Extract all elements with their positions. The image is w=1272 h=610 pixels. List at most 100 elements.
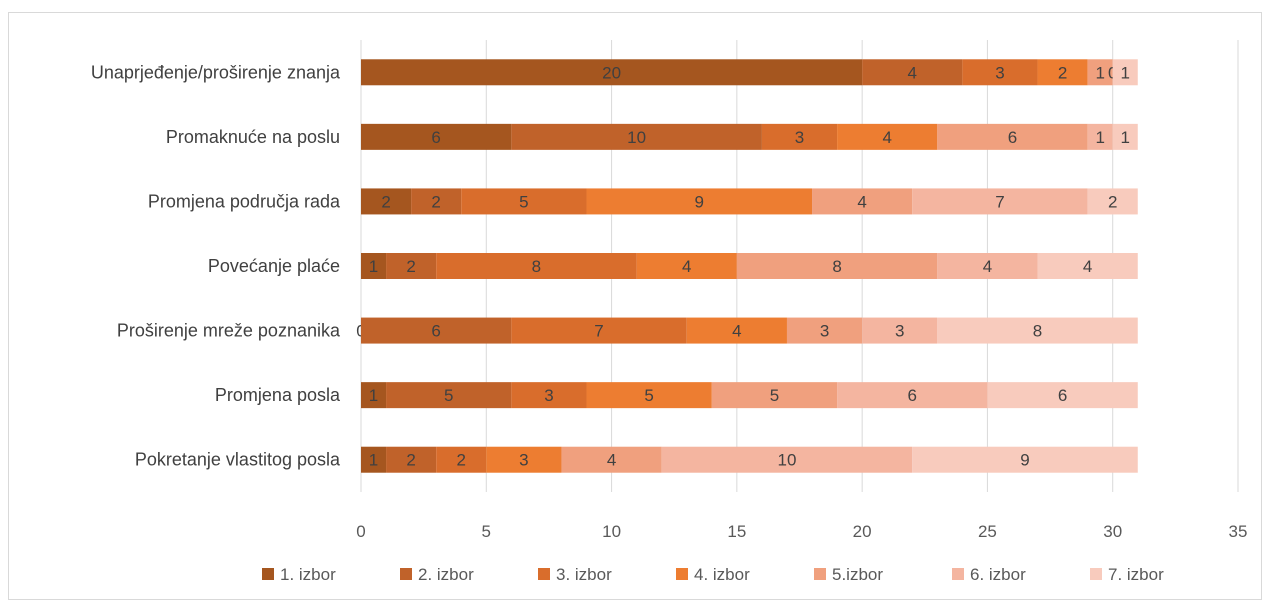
category-label: Promaknuće na poslu (166, 127, 340, 147)
data-label: 5 (519, 192, 528, 211)
legend: 1. izbor 2. izbor 3. izbor 4. izbor 5.izbor 6… (262, 565, 1164, 584)
bar-segment (912, 446, 1138, 473)
bar-segment (511, 382, 587, 409)
data-label: 1 (369, 386, 378, 405)
bar-segment (987, 382, 1138, 409)
bar-segment (436, 253, 637, 279)
data-label: 1 (1095, 128, 1104, 147)
bar-segment (786, 317, 863, 344)
data-label: 20 (602, 63, 621, 82)
x-tick-label: 35 (1229, 522, 1248, 541)
x-tick-label: 15 (727, 522, 746, 541)
data-label: 2 (381, 192, 390, 211)
data-label: 4 (908, 63, 917, 82)
bar-segment (511, 123, 762, 150)
bar-segment (1037, 59, 1088, 86)
bar-segment (361, 59, 863, 86)
bar-segment (361, 253, 387, 279)
bar-segment (461, 188, 587, 215)
legend-swatch (676, 568, 688, 580)
bar-segment (812, 188, 913, 215)
category-label: Promjena područja rada (148, 191, 341, 211)
bar-segment (386, 253, 437, 279)
bar-segment (561, 446, 662, 473)
bar-segment (686, 317, 787, 344)
bar-segment (1087, 59, 1113, 86)
data-label: 2 (431, 192, 440, 211)
bar-segment (661, 446, 913, 473)
data-label: 4 (732, 322, 741, 341)
legend-label: 2. izbor (418, 565, 474, 584)
data-label: 3 (895, 322, 904, 341)
data-label: 10 (778, 451, 797, 470)
data-label: 3 (795, 128, 804, 147)
data-label: 4 (857, 192, 866, 211)
bar-segment (361, 317, 512, 344)
bar-segment (386, 382, 512, 409)
data-label: 6 (908, 386, 917, 405)
bar-segment (736, 253, 938, 279)
bar-segment (761, 123, 838, 150)
data-label: 2 (1058, 63, 1067, 82)
data-label: 2 (456, 451, 465, 470)
x-tick-label: 30 (1103, 522, 1122, 541)
bar-segment (586, 382, 712, 409)
category-label: Unaprjeđenje/proširenje znanja (91, 62, 341, 82)
bar-segment (1112, 59, 1138, 86)
data-label: 7 (594, 322, 603, 341)
bar-segment (436, 446, 487, 473)
bar-segment (937, 317, 1138, 344)
category-label: Pokretanje vlastitog posla (135, 450, 341, 470)
bar-segment (361, 123, 512, 150)
data-label: 2 (1108, 192, 1117, 211)
category-label: Povećanje plaće (208, 256, 340, 276)
x-tick-label: 10 (602, 522, 621, 541)
bar-segment (386, 446, 437, 473)
data-label: 9 (695, 192, 704, 211)
data-label: 6 (431, 322, 440, 341)
x-tick-label: 5 (482, 522, 491, 541)
data-label: 1 (369, 451, 378, 470)
legend-label: 6. izbor (970, 565, 1026, 584)
bars: 2043210161034611225947212848440674338153… (356, 59, 1138, 473)
bar-segment (1112, 123, 1138, 150)
data-label: 10 (627, 128, 646, 147)
data-label: 4 (882, 128, 891, 147)
bar-segment (636, 253, 737, 279)
legend-swatch (1090, 568, 1102, 580)
bar-segment (711, 382, 838, 409)
legend-label: 1. izbor (280, 565, 336, 584)
bar-segment (486, 446, 562, 473)
legend-label: 7. izbor (1108, 565, 1164, 584)
bar-segment (937, 253, 1038, 279)
data-label: 6 (431, 128, 440, 147)
legend-swatch (538, 568, 550, 580)
bar-segment (837, 382, 988, 409)
category-labels: Unaprjeđenje/proširenje znanja Promaknuće… (91, 62, 341, 469)
data-label: 5 (644, 386, 653, 405)
data-label: 8 (832, 257, 841, 276)
bar-segment (586, 188, 813, 215)
legend-label: 4. izbor (694, 565, 750, 584)
data-label: 5 (444, 386, 453, 405)
data-label: 4 (1083, 257, 1092, 276)
data-label: 5 (770, 386, 779, 405)
legend-label: 3. izbor (556, 565, 612, 584)
data-label: 1 (1121, 128, 1130, 147)
category-label: Promjena posla (215, 385, 341, 405)
bar-segment (862, 59, 963, 86)
data-label: 6 (1058, 386, 1067, 405)
bar-segment (1037, 253, 1138, 279)
data-label: 3 (820, 322, 829, 341)
bar-segment (1087, 188, 1138, 215)
x-tick-label: 0 (356, 522, 365, 541)
bar-segment (862, 317, 938, 344)
x-tick-label: 25 (978, 522, 997, 541)
data-label: 7 (995, 192, 1004, 211)
bar-segment (411, 188, 462, 215)
data-label: 2 (406, 451, 415, 470)
bar-segment (1087, 123, 1113, 150)
data-label: 1 (1095, 63, 1104, 82)
bar-segment (837, 123, 938, 150)
